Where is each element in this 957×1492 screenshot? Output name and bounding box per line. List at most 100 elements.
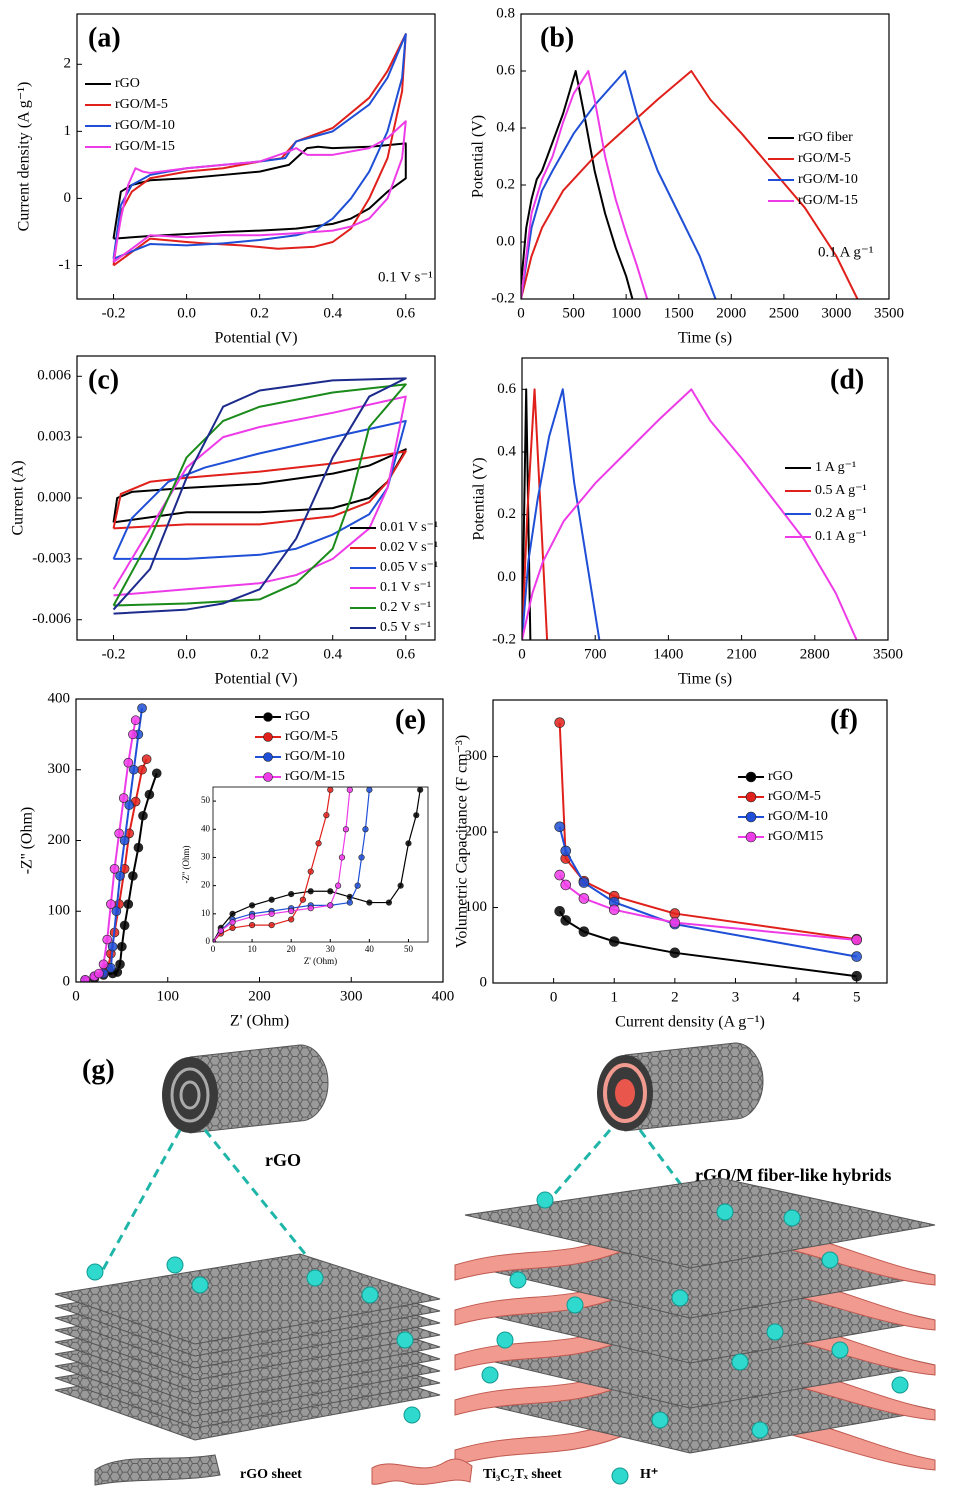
x-tick-label: 0	[211, 944, 216, 954]
y-tick-label: 50	[201, 795, 211, 805]
x-axis-title: Z' (Ohm)	[304, 956, 337, 966]
panel-label: (e)	[395, 704, 426, 735]
point	[554, 906, 565, 917]
point	[560, 879, 572, 891]
point	[851, 970, 862, 982]
legend-label: rGO/M-10	[285, 749, 345, 764]
point	[248, 921, 256, 929]
point	[362, 826, 369, 833]
point	[327, 902, 334, 909]
point	[608, 904, 620, 916]
y-axis-title: Current density (A g⁻¹)	[16, 82, 33, 232]
ion	[86, 1263, 104, 1281]
x-tick-label: 1000	[611, 305, 641, 321]
plot-area	[213, 787, 424, 942]
legend-marker	[745, 771, 757, 783]
point	[327, 888, 334, 895]
point	[578, 893, 590, 904]
y-tick-label: 0.4	[497, 443, 516, 459]
point	[608, 936, 620, 947]
point	[229, 910, 236, 917]
panel-label: (d)	[830, 364, 864, 395]
point	[141, 754, 152, 764]
x-tick-label: 0.4	[323, 646, 342, 662]
diagram: (g) rGO	[54, 1042, 936, 1486]
x-tick-label: 3500	[873, 646, 903, 662]
series-line	[84, 708, 144, 981]
y-tick-label: 0.000	[37, 489, 71, 505]
point	[334, 882, 342, 889]
y-tick-label: 0.4	[496, 119, 515, 135]
point	[115, 871, 125, 881]
legend-label: 0.2 V s⁻¹	[380, 600, 431, 615]
legend-label: rGO/M-10	[115, 118, 175, 133]
x-tick-label: 40	[365, 944, 375, 954]
y-tick-label: 0.8	[496, 5, 515, 21]
legend-marker	[263, 752, 273, 762]
legend-marker	[745, 811, 757, 823]
axes-frame	[212, 786, 429, 943]
y-tick-label: -0.003	[32, 550, 71, 566]
plot-area	[112, 33, 407, 267]
point	[578, 926, 590, 937]
ion	[651, 1411, 669, 1429]
legend-ion	[611, 1467, 629, 1485]
axes-frame	[76, 13, 436, 300]
series-line	[112, 120, 407, 263]
y-tick-label: 0	[206, 936, 211, 946]
legend-rgo-sheet	[94, 1454, 221, 1486]
y-tick-label: 100	[465, 899, 488, 915]
y-tick-label: 10	[201, 908, 211, 918]
ion	[496, 1331, 514, 1349]
x-tick-label: 1500	[664, 305, 694, 321]
x-tick-label: 20	[287, 944, 297, 954]
series-line	[522, 388, 549, 640]
point	[851, 934, 862, 946]
y-tick-label: -0.2	[492, 631, 516, 647]
panel-label: (f)	[830, 704, 858, 735]
point	[123, 757, 134, 768]
axes-frame	[521, 357, 889, 641]
x-tick-label: 0.6	[396, 646, 415, 662]
point	[299, 896, 307, 903]
point	[560, 845, 572, 857]
legend-marker	[263, 772, 273, 782]
point	[323, 812, 330, 819]
ion	[891, 1376, 909, 1394]
x-tick-label: 0	[72, 988, 80, 1004]
point	[560, 915, 572, 926]
x-tick-label: 0	[550, 989, 558, 1005]
point	[346, 899, 353, 906]
y-tick-label: 300	[465, 748, 488, 764]
legend-marker	[745, 831, 757, 843]
legend-label: 0.1 A g⁻¹	[815, 529, 867, 544]
legend-label: 1 A g⁻¹	[815, 460, 856, 475]
zoom-line	[203, 1129, 312, 1261]
legend-label: rGO/M-5	[798, 151, 851, 166]
ion	[481, 1366, 499, 1384]
y-tick-label: 400	[48, 690, 71, 706]
plot-area	[112, 377, 407, 615]
annotation: 0.1 V s⁻¹	[378, 269, 433, 285]
x-tick-label: 100	[157, 988, 180, 1004]
y-tick-label: -0.006	[32, 611, 71, 627]
point	[248, 913, 256, 920]
x-tick-label: -0.2	[102, 305, 126, 321]
chart: -0.2 0.0 0.2 0.4 0.6 -1 0 1 2 Potential (V) Curren…	[16, 13, 436, 347]
point	[307, 888, 314, 895]
point	[578, 877, 590, 888]
y-tick-label: 0.2	[497, 506, 516, 522]
x-tick-label: 700	[584, 646, 607, 662]
x-tick-label: 500	[562, 305, 585, 321]
legend-label: rGO/M-10	[768, 809, 828, 824]
x-tick-label: 3500	[874, 305, 904, 321]
axes-frame	[76, 355, 436, 641]
y-tick-label: 0.006	[37, 368, 71, 384]
y-tick-label: 0.0	[497, 569, 516, 585]
series-line	[522, 388, 601, 640]
point	[417, 787, 424, 793]
point	[307, 868, 314, 875]
point	[119, 920, 130, 931]
point	[385, 899, 393, 906]
x-tick-label: 0	[518, 646, 526, 662]
